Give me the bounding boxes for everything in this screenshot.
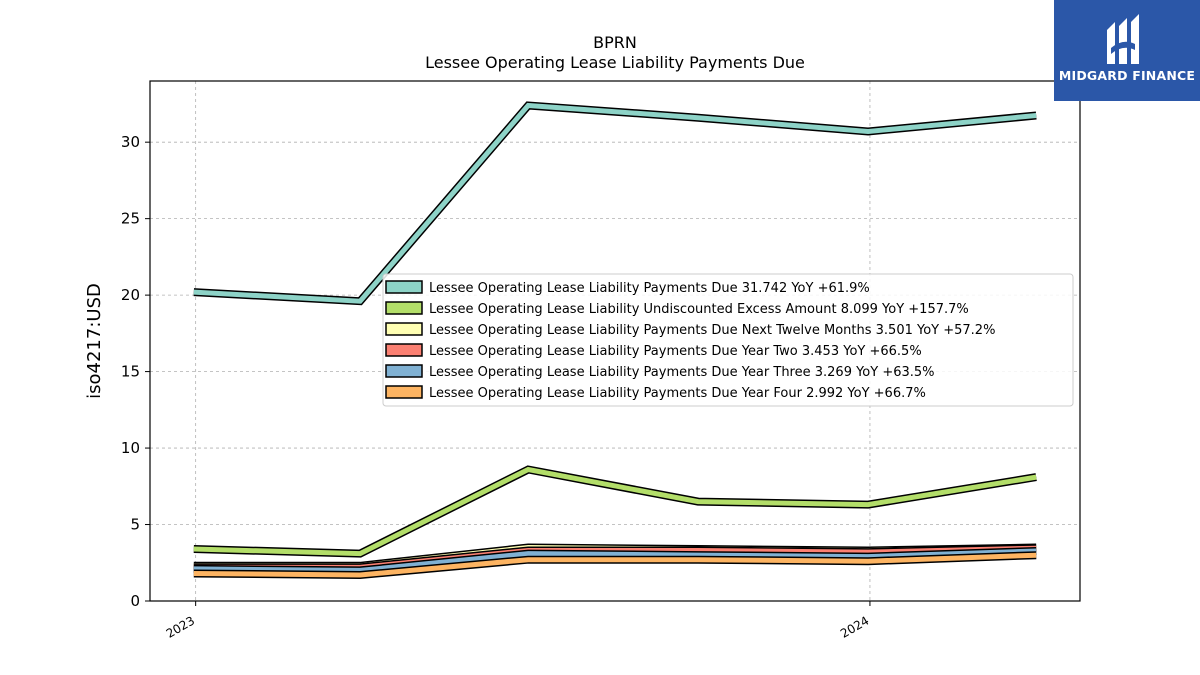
series-line [193, 552, 1037, 578]
legend-swatch [385, 322, 423, 336]
series-line-outline [193, 101, 1037, 306]
series-line [193, 548, 1037, 573]
y-tick-label: 15 [121, 363, 140, 381]
legend-entry: Lessee Operating Lease Liability Payment… [429, 386, 926, 401]
y-tick-label: 10 [121, 439, 140, 457]
series-layer [193, 101, 1037, 580]
legend-entry: Lessee Operating Lease Liability Payment… [429, 281, 870, 296]
legend-swatch [385, 301, 423, 315]
y-tick-label: 25 [121, 210, 140, 228]
y-axis-label: iso4217:USD [84, 283, 105, 399]
plot-frame [149, 80, 1081, 602]
legend-entry: Lessee Operating Lease Liability Payment… [429, 365, 935, 380]
legend-swatch [385, 364, 423, 378]
chart-subtitle: Lessee Operating Lease Liability Payment… [425, 53, 805, 72]
legend-box [382, 273, 1074, 407]
y-tick-label: 20 [121, 286, 140, 304]
logo: MIDGARD FINANCE [1054, 0, 1200, 101]
legend-swatch [385, 280, 423, 294]
legend-swatch [385, 343, 423, 357]
legend: Lessee Operating Lease Liability Payment… [382, 273, 1074, 407]
logo-text: MIDGARD FINANCE [1058, 68, 1196, 83]
series-line [193, 466, 1037, 557]
legend-entry: Lessee Operating Lease Liability Undisco… [429, 302, 969, 317]
midgard-logo-icon [1107, 14, 1139, 64]
series-line [193, 102, 1037, 304]
series-line-outline [193, 465, 1037, 558]
chart-title: BPRN [593, 33, 637, 52]
y-tick-label: 0 [130, 592, 140, 610]
y-tick-label: 5 [130, 516, 140, 534]
x-tick-label: 2023 [164, 613, 197, 640]
legend-entry: Lessee Operating Lease Liability Payment… [429, 344, 922, 359]
legend-swatch [385, 385, 423, 399]
y-tick-label: 30 [121, 133, 140, 151]
legend-entry: Lessee Operating Lease Liability Payment… [429, 323, 995, 338]
x-tick-label: 2024 [838, 613, 871, 640]
